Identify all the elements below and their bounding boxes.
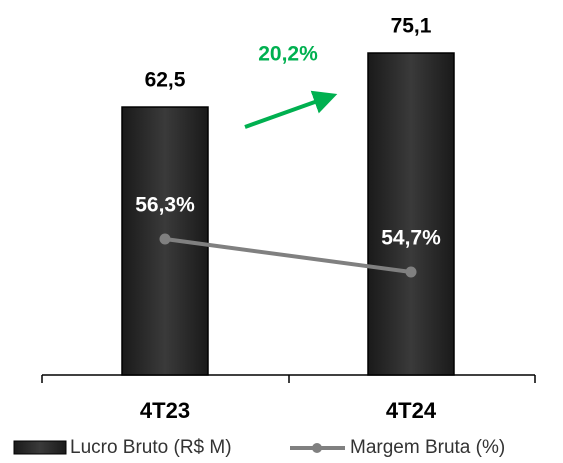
x-tick-label: 4T24: [386, 398, 437, 423]
line: [164, 237, 412, 274]
annotation: 20,2%: [258, 43, 318, 66]
data-label: 62,5: [145, 69, 186, 92]
legend-label: Margem Bruta (%): [350, 437, 505, 458]
x-tick-label: 4T23: [140, 398, 190, 423]
growth-arrow: [244, 90, 338, 129]
data-label: 75,1: [391, 15, 432, 38]
data-label: 56,3%: [135, 194, 195, 217]
legend-swatch: [13, 440, 67, 455]
legend-marker: [312, 443, 322, 453]
data-label: 54,7%: [381, 227, 441, 250]
line-marker: [405, 266, 417, 278]
bar: [367, 52, 455, 376]
legend-label: Lucro Bruto (R$ M): [70, 437, 232, 458]
line-marker: [159, 233, 171, 245]
